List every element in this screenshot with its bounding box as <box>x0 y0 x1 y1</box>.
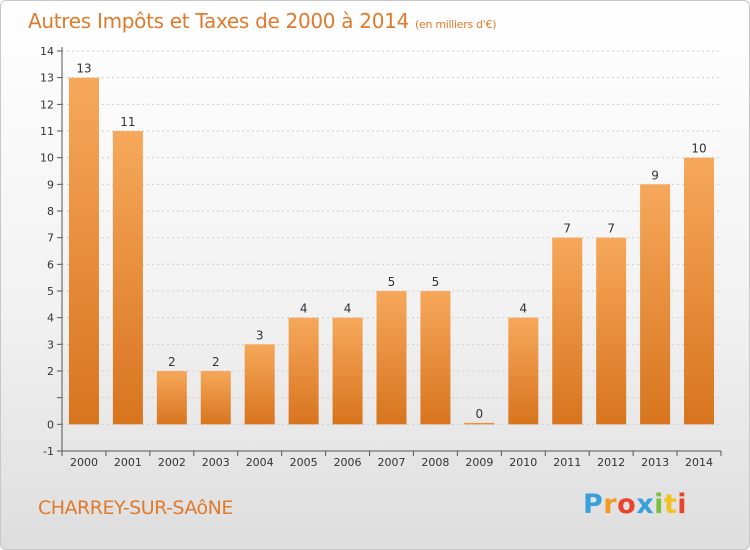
bar-value-label: 11 <box>120 115 135 129</box>
x-tick-label: 2005 <box>290 456 318 469</box>
y-tick-label: 13 <box>40 72 54 85</box>
logo-letter: t <box>663 489 678 520</box>
bar <box>332 317 363 425</box>
bar <box>596 237 627 425</box>
y-tick-label: 2 <box>47 365 54 378</box>
bar <box>244 344 275 425</box>
bar <box>156 371 187 425</box>
x-tick-label: 2007 <box>378 456 406 469</box>
x-tick-label: 2003 <box>202 456 230 469</box>
bar <box>68 77 99 425</box>
chart-title-text: Autres Impôts et Taxes de 2000 à 2014 <box>28 9 409 33</box>
bar-value-label: 4 <box>300 302 308 316</box>
chart-unit-label: (en milliers d'€) <box>415 18 497 31</box>
logo-letter: P <box>583 489 604 520</box>
x-tick-label: 2010 <box>509 456 537 469</box>
commune-name: CHARREY-SUR-SAôNE <box>38 497 233 519</box>
bar-value-label: 9 <box>651 168 659 182</box>
y-tick-label: 12 <box>40 98 54 111</box>
x-tick-label: 2012 <box>597 456 625 469</box>
y-tick-label: 4 <box>47 312 54 325</box>
bar <box>288 317 319 425</box>
bar-value-label: 7 <box>563 222 571 236</box>
y-tick-label: 5 <box>47 285 54 298</box>
y-tick-label: 9 <box>47 178 54 191</box>
bar-value-label: 4 <box>344 302 352 316</box>
y-tick-label: 3 <box>47 338 54 351</box>
bar <box>464 422 495 425</box>
bar <box>376 291 407 425</box>
x-tick-label: 2014 <box>685 456 713 469</box>
x-tick-label: 2000 <box>70 456 98 469</box>
logo-letter: r <box>603 489 618 520</box>
bar-value-label: 2 <box>168 355 176 369</box>
logo-letter: i <box>677 489 688 520</box>
logo-letter: i <box>654 489 664 520</box>
x-tick-label: 2008 <box>421 456 449 469</box>
bar <box>420 291 451 425</box>
bar-value-label: 10 <box>691 142 706 156</box>
y-tick-label: 7 <box>47 232 54 245</box>
bar <box>508 317 539 425</box>
x-tick-label: 2011 <box>553 456 581 469</box>
bar-value-label: 5 <box>388 275 396 289</box>
logo-letter: o <box>617 489 637 520</box>
y-tick-label: 14 <box>40 45 54 58</box>
x-tick-label: 2004 <box>246 456 274 469</box>
x-tick-label: 2001 <box>114 456 142 469</box>
bar-value-label: 2 <box>212 355 220 369</box>
bar <box>200 371 231 425</box>
bar-value-label: 13 <box>76 62 91 76</box>
bar <box>552 237 583 425</box>
bar-value-label: 0 <box>476 407 484 421</box>
y-tick-label: 8 <box>47 205 54 218</box>
bar <box>112 131 143 425</box>
bar <box>640 184 671 425</box>
y-tick-label: 6 <box>47 258 54 271</box>
y-tick-label: 11 <box>40 125 54 138</box>
bar-value-label: 4 <box>519 302 527 316</box>
y-tick-label: -1 <box>43 445 54 458</box>
x-tick-label: 2002 <box>158 456 186 469</box>
x-tick-label: 2006 <box>334 456 362 469</box>
bar-value-label: 5 <box>432 275 440 289</box>
logo-letter: x <box>636 489 655 520</box>
bar-value-label: 7 <box>607 222 615 236</box>
x-tick-label: 2013 <box>641 456 669 469</box>
x-tick-label: 2009 <box>465 456 493 469</box>
bar-value-label: 3 <box>256 328 264 342</box>
y-tick-label: 10 <box>40 152 54 165</box>
bar <box>684 157 715 425</box>
chart-title: Autres Impôts et Taxes de 2000 à 2014 (en… <box>28 9 496 33</box>
proxiti-logo: Proxiti <box>583 489 687 520</box>
y-tick-label: 0 <box>47 418 54 431</box>
